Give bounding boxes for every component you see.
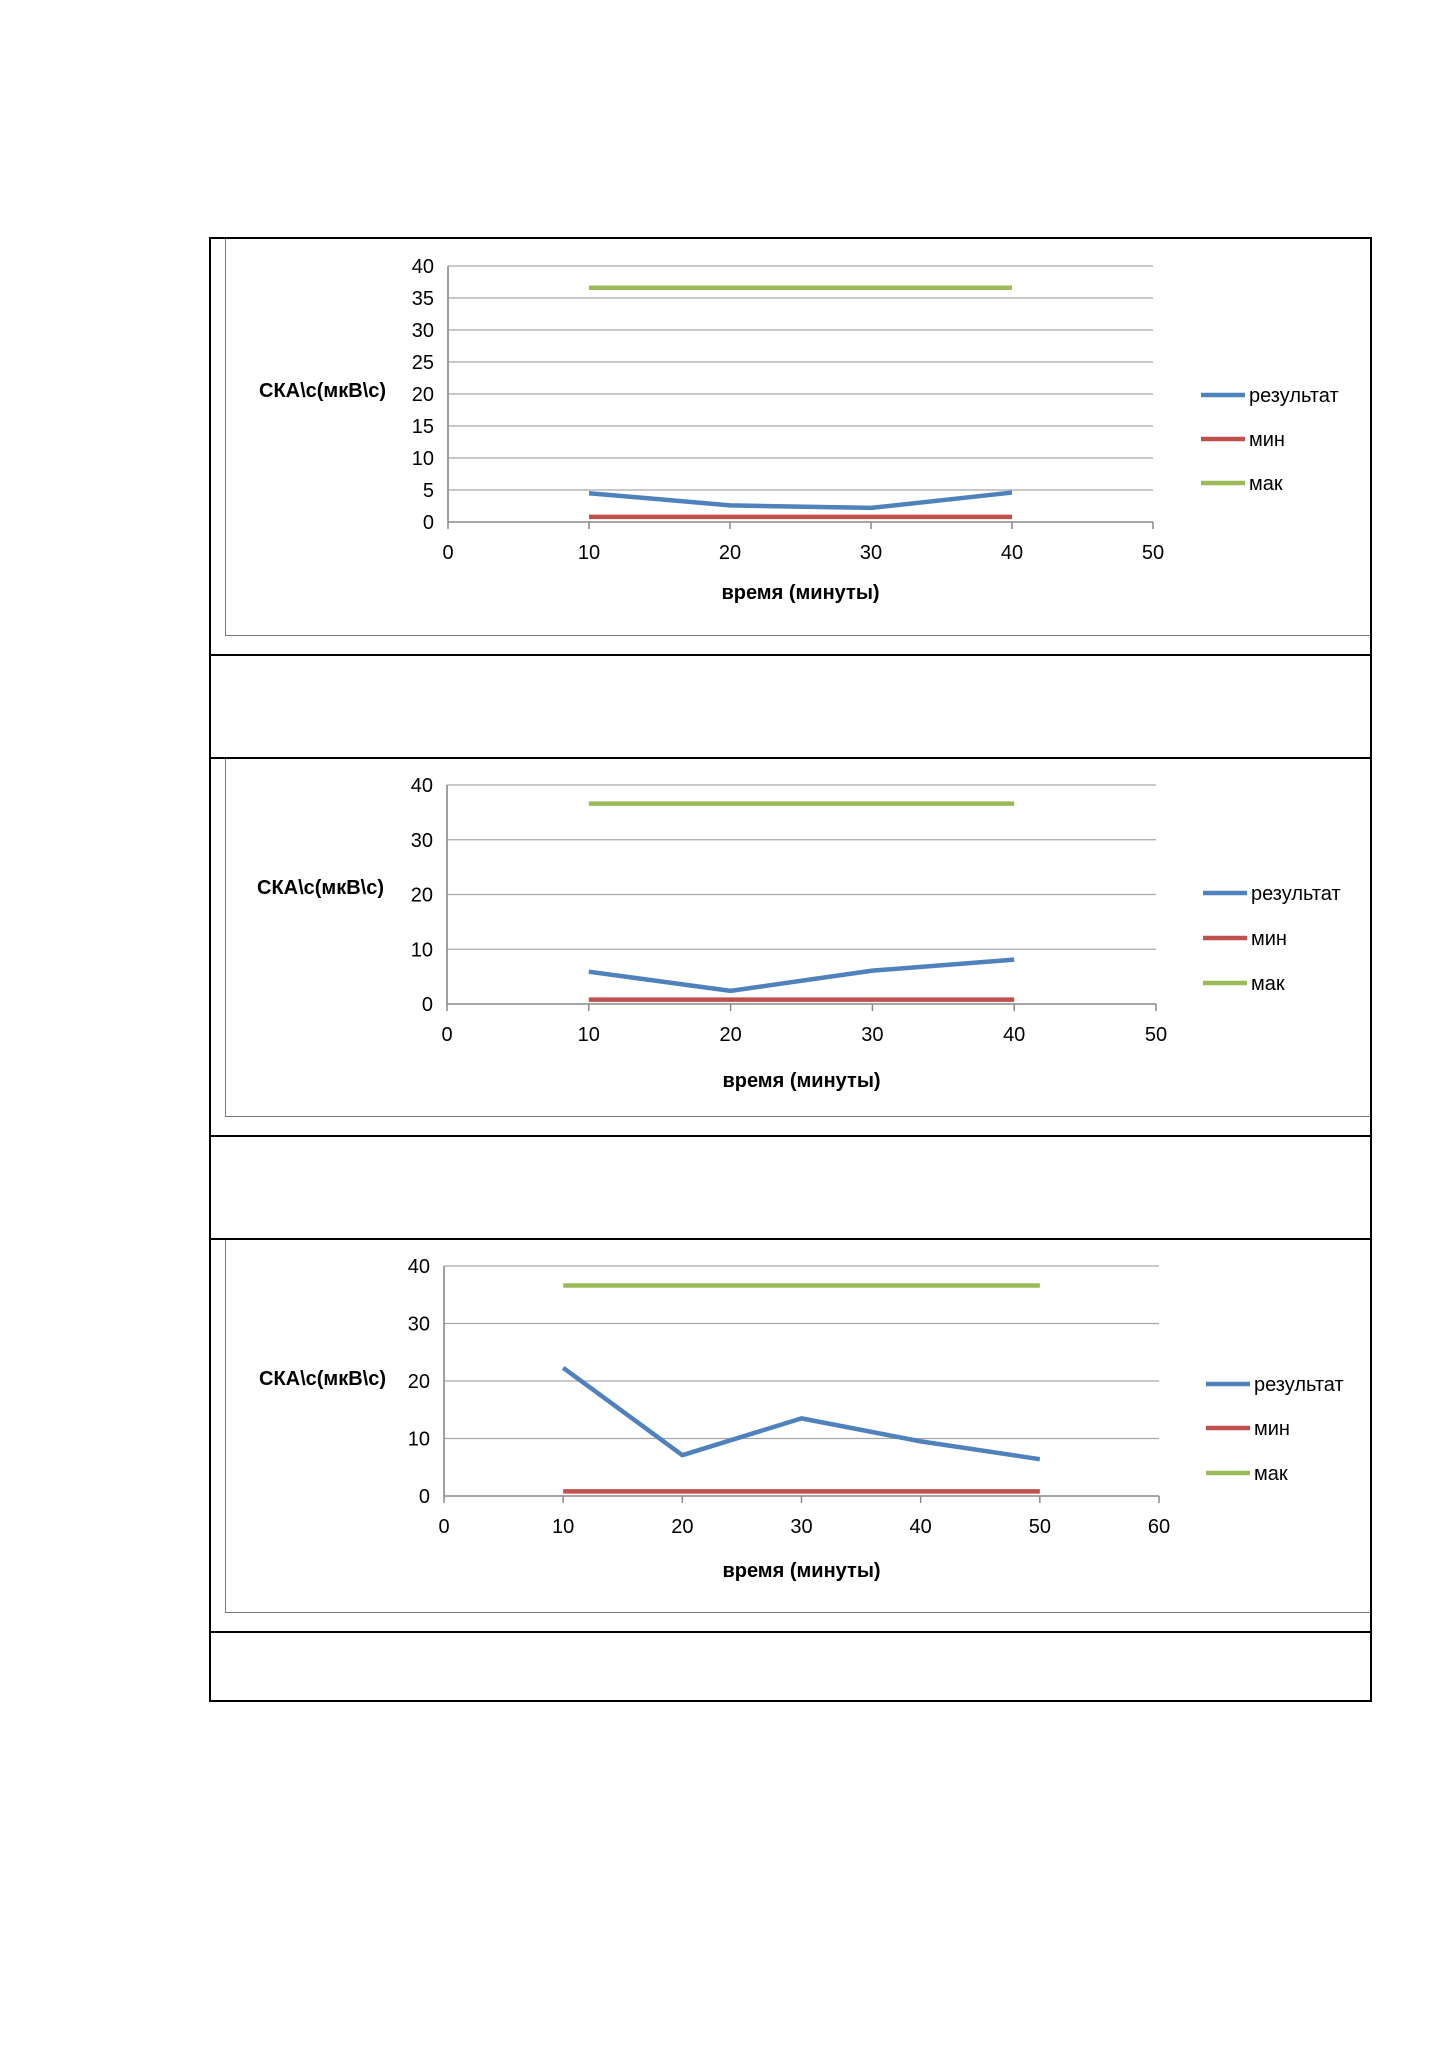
legend-label: мин — [1249, 429, 1285, 451]
x-axis-label: время (минуты) — [722, 1560, 880, 1582]
x-tick-label: 0 — [442, 542, 453, 564]
x-tick-label: 10 — [578, 542, 600, 564]
y-tick-label: 20 — [411, 885, 433, 907]
y-tick-label: 25 — [412, 352, 434, 374]
caption-row-3 — [209, 1631, 1372, 1702]
chart-row-2: 0 10 20 30 40 0 10 20 30 40 50 СКА\с(мкВ\с) время (м… — [209, 757, 1372, 1137]
legend-label: мин — [1251, 928, 1287, 950]
legend-label: результат — [1249, 385, 1339, 407]
caption-row-1 — [209, 654, 1372, 759]
x-tick-label: 30 — [861, 1024, 883, 1046]
chart-3: 0 10 20 30 40 0 10 20 30 40 50 60 СКА\с(мкВ\с) время … — [259, 1256, 1344, 1582]
x-tick-label: 10 — [552, 1516, 574, 1538]
y-tick-label: 10 — [408, 1429, 430, 1451]
x-axis-label: время (минуты) — [721, 582, 879, 604]
legend-label: результат — [1251, 883, 1341, 905]
x-tick-label: 40 — [1001, 542, 1023, 564]
y-tick-label: 30 — [408, 1314, 430, 1336]
chart-2: 0 10 20 30 40 0 10 20 30 40 50 СКА\с(мкВ\с) время (м… — [257, 775, 1341, 1092]
chart-1: 0 5 10 15 20 25 30 35 40 0 10 20 30 40 50 СКА\с(мкВ\с) в… — [259, 256, 1339, 604]
x-tick-label: 50 — [1145, 1024, 1167, 1046]
chart-frame-3 — [225, 1240, 1370, 1613]
y-tick-label: 20 — [408, 1371, 430, 1393]
y-tick-label: 10 — [411, 939, 433, 961]
x-tick-label: 40 — [910, 1516, 932, 1538]
legend-label: мин — [1254, 1418, 1290, 1440]
x-tick-label: 0 — [438, 1516, 449, 1538]
chart-frame-2 — [225, 759, 1370, 1117]
legend-label: мак — [1249, 473, 1283, 495]
y-tick-label: 30 — [411, 830, 433, 852]
caption-row-2 — [209, 1135, 1372, 1240]
y-tick-label: 40 — [412, 256, 434, 278]
legend-label: мак — [1254, 1463, 1288, 1485]
x-tick-label: 60 — [1148, 1516, 1170, 1538]
x-tick-label: 30 — [790, 1516, 812, 1538]
y-tick-label: 0 — [423, 512, 434, 534]
series-line-результат — [588, 490, 1013, 511]
x-tick-label: 20 — [671, 1516, 693, 1538]
chart-row-3: 0 10 20 30 40 0 10 20 30 40 50 60 СКА\с(мкВ\с) время … — [209, 1238, 1372, 1633]
y-tick-label: 0 — [419, 1486, 430, 1508]
chart-row-1: 0 5 10 15 20 25 30 35 40 0 10 20 30 40 50 СКА\с(мкВ\с) в… — [209, 237, 1372, 656]
x-tick-label: 50 — [1142, 542, 1164, 564]
y-tick-label: 40 — [411, 775, 433, 797]
y-axis-label: СКА\с(мкВ\с) — [259, 1368, 386, 1390]
y-tick-label: 35 — [412, 288, 434, 310]
legend-label: мак — [1251, 973, 1285, 995]
y-tick-label: 40 — [408, 1256, 430, 1278]
y-tick-label: 10 — [412, 448, 434, 470]
y-tick-label: 0 — [422, 994, 433, 1016]
chart-frame-1 — [225, 239, 1370, 636]
x-tick-label: 30 — [860, 542, 882, 564]
x-axis-label: время (минуты) — [722, 1070, 880, 1092]
y-axis-label: СКА\с(мкВ\с) — [259, 380, 386, 402]
y-tick-label: 30 — [412, 320, 434, 342]
x-tick-label: 50 — [1029, 1516, 1051, 1538]
y-tick-label: 15 — [412, 416, 434, 438]
document-table: 0 5 10 15 20 25 30 35 40 0 10 20 30 40 50 СКА\с(мкВ\с) в… — [209, 237, 1374, 1702]
y-tick-label: 5 — [423, 480, 434, 502]
x-tick-label: 40 — [1003, 1024, 1025, 1046]
x-tick-label: 20 — [719, 1024, 741, 1046]
series-line-результат — [588, 957, 1015, 994]
x-tick-label: 20 — [719, 542, 741, 564]
y-axis-label: СКА\с(мкВ\с) — [257, 877, 384, 899]
x-tick-label: 10 — [578, 1024, 600, 1046]
series-line-результат — [561, 1365, 1041, 1462]
y-tick-label: 20 — [412, 384, 434, 406]
x-tick-label: 0 — [441, 1024, 452, 1046]
legend-label: результат — [1254, 1374, 1344, 1396]
